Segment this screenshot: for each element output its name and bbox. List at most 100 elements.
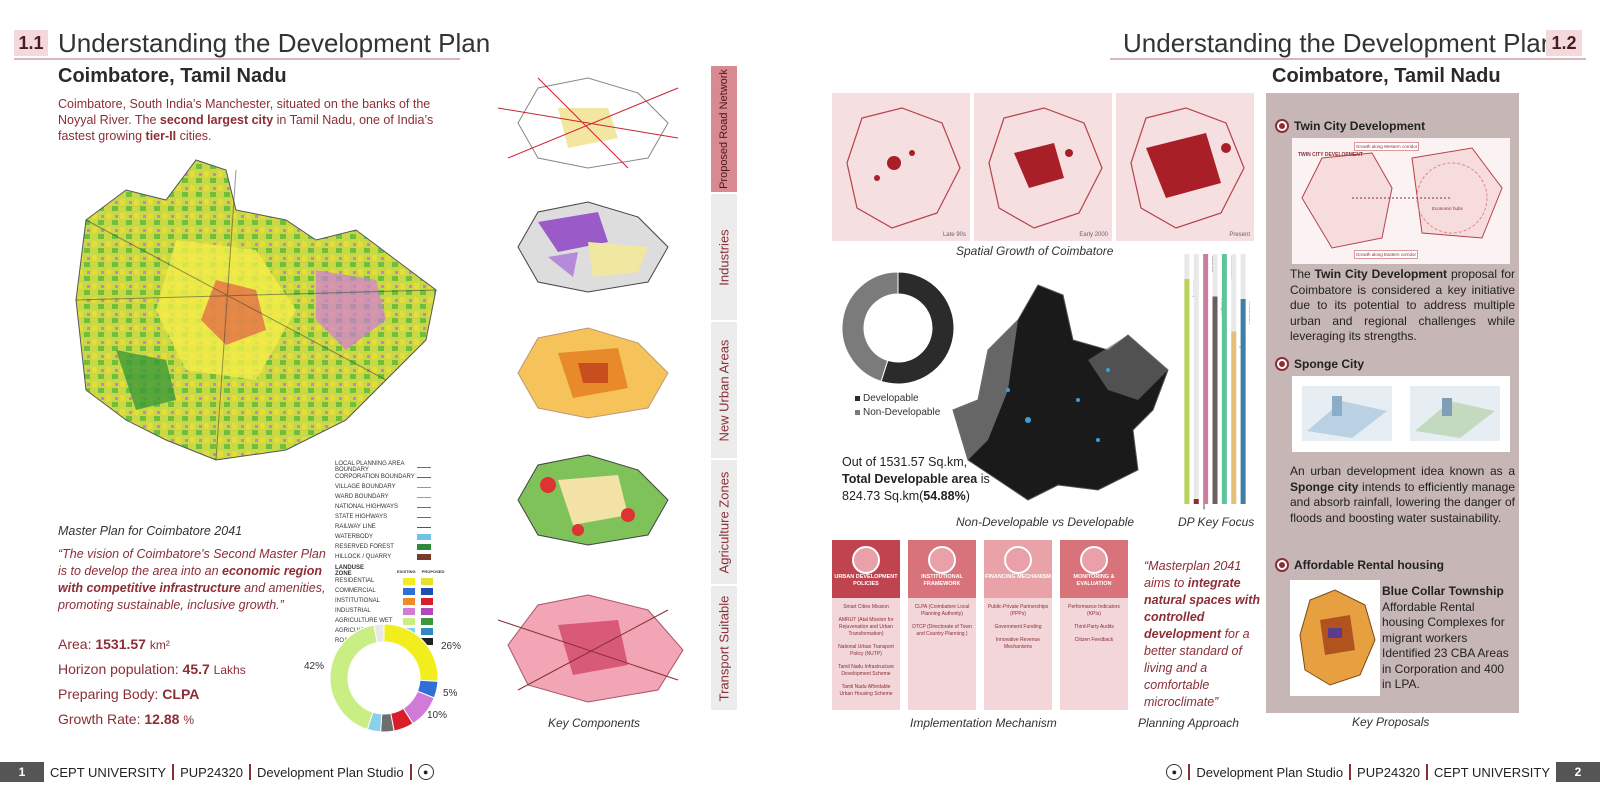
dp-bar-label: Drainage — [1202, 501, 1207, 510]
legend-zone-swatch — [403, 617, 415, 625]
impl-column: INSTITUTIONAL FRAMEWORK CLPA (Coimbatore … — [908, 540, 976, 710]
legend-line-row: HILLOCK / QUARRY — [335, 552, 455, 562]
agriculture-zones-map — [517, 454, 669, 546]
legend-zone-row: AGRICULTURE WET — [335, 616, 455, 626]
footer-studio-right: Development Plan Studio — [1196, 764, 1344, 780]
legend-zone-swatch — [421, 597, 433, 605]
page-subtitle-right: Coimbatore, Tamil Nadu — [1272, 65, 1501, 87]
impl-item: CLPA (Coimbatore Local Planning Authorit… — [914, 604, 970, 617]
vision-quote: “The vision of Coimbatore's Second Maste… — [58, 547, 326, 612]
rental-housing-text: Blue Collar Township Affordable Rental ho… — [1382, 584, 1509, 691]
impl-column: MONITORING & EVALUATION Performance Indic… — [1060, 540, 1128, 710]
tab-industries[interactable]: Industries — [711, 194, 737, 320]
approach-caption: Planning Approach — [1138, 716, 1239, 730]
tab-transport-suitable[interactable]: Transport Suitable — [711, 586, 737, 710]
dp-bar — [1221, 254, 1227, 504]
developable-donut-chart — [841, 271, 955, 385]
impl-column: FINANCING MECHANISM Public-Private Partne… — [984, 540, 1052, 710]
legend-zone-row: RESIDENTIAL — [335, 576, 455, 586]
legend-line-swatch — [417, 544, 431, 550]
donut-segment — [329, 624, 378, 730]
spatial-label-1: Late 90s — [942, 232, 966, 238]
sponge-city-text: An urban development idea known as a Spo… — [1290, 464, 1515, 525]
developable-text: Out of 1531.57 Sq.km, Total Developable … — [842, 455, 990, 503]
twin-city-map: TWIN CITY DEVELOPMENT Growth along Weste… — [1292, 138, 1510, 264]
spatial-growth-caption: Spatial Growth of Coimbatore — [956, 244, 1114, 258]
tab-new-urban-areas[interactable]: New Urban Areas — [711, 322, 737, 458]
page-number-right: 1.2 — [1546, 30, 1582, 56]
legend-zone-swatch — [421, 587, 433, 595]
rental-housing-heading: Affordable Rental housing — [1275, 558, 1444, 572]
stat-population: Horizon population: 45.7 Lakhs — [58, 661, 246, 677]
impl-item: DTCP (Directorate of Town and Country Pl… — [912, 624, 972, 637]
legend-zone-title: LANDUSE ZONE — [335, 565, 365, 577]
legend-zone-swatch — [403, 587, 415, 595]
legend-line-label: LOCAL PLANNING AREA BOUNDARY — [335, 461, 405, 473]
master-plan-caption: Master Plan for Coimbatore 2041 — [58, 524, 243, 538]
developable-map — [952, 284, 1169, 501]
legend-line-row: WARD BOUNDARY — [335, 492, 455, 502]
impl-item: Smart Cities Mission — [843, 604, 889, 610]
legend-zone-label: INSTITUTIONAL — [335, 598, 381, 604]
impl-icon — [1080, 546, 1108, 574]
legend-zone-label: COMMERCIAL — [335, 588, 376, 594]
legend-line-swatch — [417, 506, 431, 508]
tab-agriculture-zones[interactable]: Agriculture Zones — [711, 460, 737, 584]
donut-label-26: 26% — [441, 641, 462, 652]
dp-bar — [1203, 254, 1209, 504]
twin-city-text: The Twin City Development proposal for C… — [1290, 267, 1515, 343]
legend-zone-label: RESIDENTIAL — [335, 578, 375, 584]
dp-bar — [1212, 296, 1218, 504]
legend-line-swatch — [417, 526, 431, 528]
legend-zone-swatch — [403, 597, 415, 605]
impl-column-body: CLPA (Coimbatore Local Planning Authorit… — [908, 598, 976, 710]
legend-line-swatch — [417, 496, 431, 498]
impl-item: Citizen Feedback — [1074, 637, 1114, 643]
spatial-map-3: Present — [1116, 93, 1254, 241]
donut-segment — [383, 623, 439, 682]
donut-label-10: 10% — [427, 710, 448, 721]
tab-proposed-road-network[interactable]: Proposed Road Network — [711, 66, 737, 192]
stat-growth-rate: Growth Rate: 12.88 % — [58, 711, 194, 727]
spatial-label-3: Present — [1229, 232, 1250, 238]
legend-line-label: NATIONAL HIGHWAYS — [335, 504, 399, 510]
footer-studio: Development Plan Studio — [256, 764, 404, 780]
transport-suitable-map — [497, 594, 684, 703]
legend-zone-label: AGRICULTURE WET — [335, 618, 393, 624]
legend-zone-swatch — [403, 577, 415, 585]
sponge-city-illustration — [1292, 376, 1510, 452]
landuse-donut-chart — [329, 623, 439, 733]
impl-item: Public-Private Partnerships (PPPs) — [987, 604, 1049, 617]
legend-zone-swatch — [421, 607, 433, 615]
legend-existing: EXISTING — [397, 568, 416, 574]
donut-label-5: 5% — [443, 688, 458, 699]
map-legend: LOCAL PLANNING AREA BOUNDARY CORPORATION … — [335, 461, 455, 646]
twin-city-heading: Twin City Development — [1275, 119, 1425, 133]
footer-course-code: PUP24320 — [180, 764, 243, 780]
key-components-caption: Key Components — [548, 716, 641, 730]
dp-bar — [1184, 279, 1190, 504]
impl-column-body: Performance Indicators (KPIs) Third-Party… — [1060, 598, 1128, 710]
stat-area: Area: 1531.57 km² — [58, 636, 170, 652]
dev-legend-non-developable: Non-Developable — [855, 407, 940, 418]
key-proposals-caption: Key Proposals — [1352, 715, 1430, 729]
title-rule-right — [1110, 58, 1586, 60]
impl-item: Third-Party Audits — [1074, 624, 1114, 630]
intro-text: Coimbatore, South India’s Manchester, si… — [58, 97, 434, 143]
planning-approach-quote: “Masterplan 2041 aims to integrate natur… — [1144, 559, 1261, 709]
twin-map-title: TWIN CITY DEVELOPMENT — [1298, 152, 1363, 158]
page-subtitle: Coimbatore, Tamil Nadu — [58, 65, 287, 87]
dp-caption: DP Key Focus — [1178, 515, 1255, 529]
legend-line-row: RESERVED FOREST — [335, 542, 455, 552]
page-title-right: Understanding the Development Plan — [1123, 28, 1556, 58]
footer-university: CEPT UNIVERSITY — [50, 764, 167, 780]
legend-line-label: STATE HIGHWAYS — [335, 514, 388, 520]
impl-item: Tamil Nadu Affordable Urban Housing Sche… — [839, 684, 893, 697]
dp-bar-label: Infrastructure — [1249, 301, 1250, 325]
dev-legend-developable: Developable — [855, 393, 919, 404]
impl-item: Innovative Revenue Mechanisms — [995, 637, 1041, 650]
impl-item: Tamil Nadu Infrastructure Development Sc… — [838, 664, 894, 677]
dp-bar — [1240, 299, 1246, 504]
spatial-map-2: Early 2000 — [974, 93, 1112, 241]
industries-map — [517, 201, 669, 293]
